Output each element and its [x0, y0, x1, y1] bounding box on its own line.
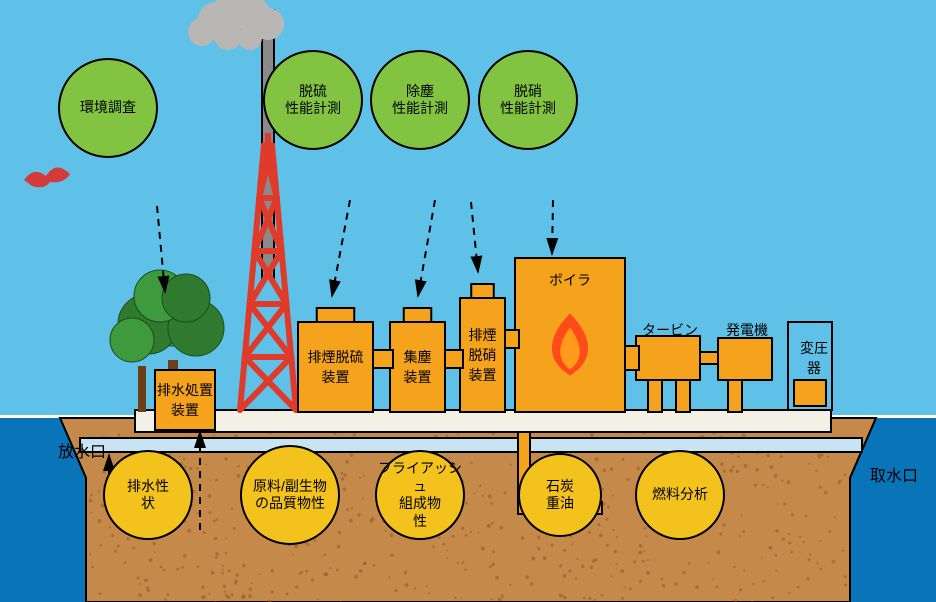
green-circle-desulf_meas: 脱硫 性能計測 [263, 50, 363, 150]
green-circle-denox_meas: 脱硝 性能計測 [478, 50, 578, 150]
ground-label-outlet: 放水口 [58, 438, 106, 462]
green-circle-env_survey: 環境調査 [58, 58, 158, 158]
green-circle-dedust_meas: 除塵 性能計測 [370, 50, 470, 150]
yellow-circle-fuel_analysis: 燃料分析 [635, 450, 725, 540]
equipment-label-desulf_dev: 排煙脱硫 装置 [298, 322, 373, 412]
yellow-circle-coal_oil: 石炭 重油 [518, 453, 602, 537]
yellow-circle-raw_bio_qual: 原料/副生物 の品質物性 [240, 445, 340, 545]
yellow-circle-flyash: フライアッシュ 組成物 性 [375, 450, 465, 540]
equipment-label-turbine_label: タービン [636, 318, 704, 342]
equipment-label-generator_label: 発電機 [718, 318, 776, 342]
equipment-label-denox_dev: 排煙 脱硝 装置 [460, 298, 505, 412]
equipment-label-dedust_dev: 集塵 装置 [390, 322, 445, 412]
equipment-label-transformer_label: 変圧 器 [796, 338, 832, 378]
diagram-stage: 環境調査 脱硫 性能計測除塵 性能計測脱硝 性能計測排水性 状原料/副生物 の品質… [0, 0, 936, 602]
ground-label-inlet: 取水口 [870, 462, 918, 486]
equipment-label-boiler: ボイラ [515, 264, 625, 296]
yellow-circle-drain_prop: 排水性 状 [103, 450, 193, 540]
equipment-label-drain_treat: 排水処置 装置 [155, 370, 215, 430]
